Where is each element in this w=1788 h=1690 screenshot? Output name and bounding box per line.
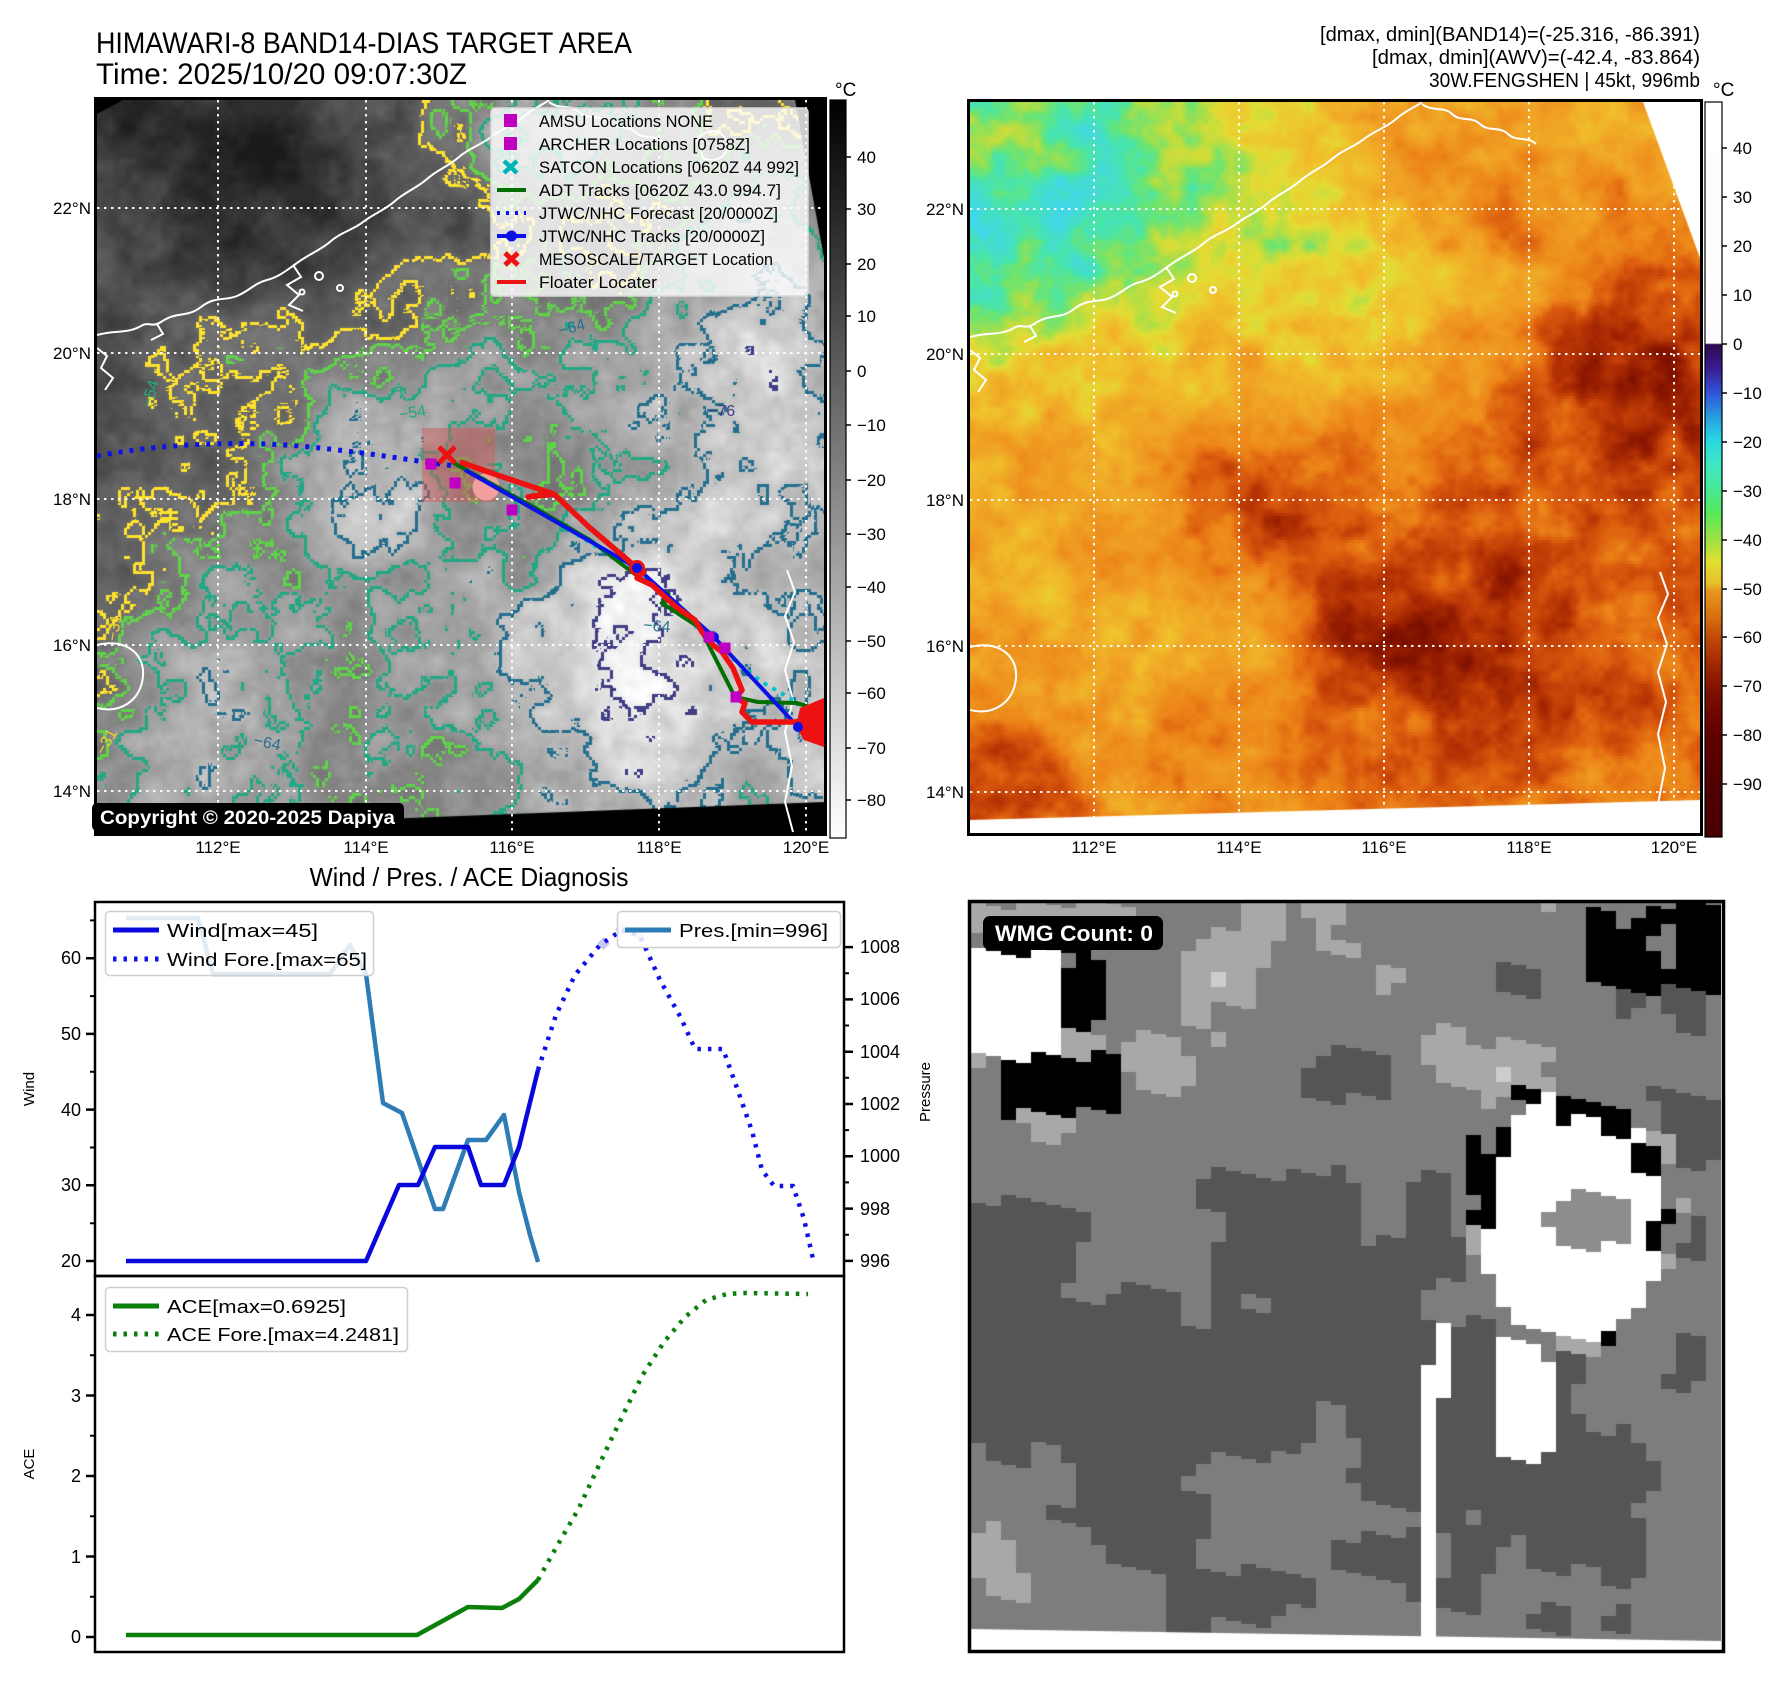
svg-text:Floater Locater: Floater Locater [539, 273, 657, 292]
svg-text:998: 998 [860, 1199, 890, 1219]
svg-text:118°E: 118°E [636, 838, 681, 857]
svg-text:60: 60 [61, 948, 81, 968]
svg-text:112°E: 112°E [1071, 838, 1116, 857]
svg-text:20°N: 20°N [53, 344, 91, 363]
svg-text:30: 30 [61, 1175, 81, 1195]
svg-text:114°E: 114°E [1216, 838, 1261, 857]
svg-text:ACE Fore.[max=4.2481]: ACE Fore.[max=4.2481] [167, 1324, 399, 1345]
svg-text:−31: −31 [104, 613, 125, 643]
svg-text:10: 10 [1733, 286, 1752, 305]
svg-text:2: 2 [71, 1466, 81, 1486]
svg-text:40: 40 [1733, 139, 1752, 158]
svg-text:Wind[max=45]: Wind[max=45] [167, 920, 318, 941]
svg-text:−20: −20 [857, 471, 886, 490]
svg-text:120°E: 120°E [1651, 838, 1698, 857]
svg-text:ARCHER Locations [0758Z]: ARCHER Locations [0758Z] [539, 135, 750, 154]
svg-text:−90: −90 [1733, 775, 1762, 794]
svg-text:Pressure: Pressure [917, 1062, 934, 1122]
svg-text:20: 20 [61, 1251, 81, 1271]
svg-text:1004: 1004 [860, 1042, 900, 1062]
svg-text:HIMAWARI-8 BAND14-DIAS TARGET: HIMAWARI-8 BAND14-DIAS TARGET AREA [96, 27, 632, 60]
svg-text:116°E: 116°E [1361, 838, 1406, 857]
svg-text:AMSU Locations NONE: AMSU Locations NONE [539, 112, 713, 131]
svg-text:−50: −50 [1733, 580, 1762, 599]
svg-text:−64: −64 [252, 732, 282, 754]
svg-text:−64: −64 [643, 617, 672, 636]
svg-text:−50: −50 [857, 632, 886, 651]
svg-text:−80: −80 [857, 791, 886, 810]
svg-text:4: 4 [71, 1305, 81, 1325]
svg-text:0: 0 [71, 1627, 81, 1647]
svg-text:112°E: 112°E [195, 838, 240, 857]
svg-text:Time: 2025/10/20 09:07:30Z: Time: 2025/10/20 09:07:30Z [96, 58, 467, 91]
svg-text:SATCON Locations [0620Z 44 992: SATCON Locations [0620Z 44 992] [539, 158, 799, 177]
svg-text:20: 20 [1733, 237, 1752, 256]
svg-text:Pres.[min=996]: Pres.[min=996] [679, 920, 828, 941]
svg-text:°C: °C [835, 80, 856, 101]
svg-text:114°E: 114°E [343, 838, 388, 857]
svg-text:116°E: 116°E [489, 838, 534, 857]
svg-text:0: 0 [857, 362, 866, 381]
svg-text:118°E: 118°E [1506, 838, 1551, 857]
svg-text:ADT Tracks [0620Z 43.0 994.7]: ADT Tracks [0620Z 43.0 994.7] [539, 181, 781, 200]
svg-text:10: 10 [857, 307, 876, 326]
svg-text:16°N: 16°N [53, 636, 91, 655]
svg-text:20°N: 20°N [926, 345, 964, 364]
svg-text:40: 40 [61, 1100, 81, 1120]
svg-text:−30: −30 [857, 525, 886, 544]
svg-text:30W.FENGSHEN | 45kt, 996mb: 30W.FENGSHEN | 45kt, 996mb [1429, 70, 1700, 92]
svg-text:Wind: Wind [21, 1072, 38, 1106]
svg-text:50: 50 [61, 1024, 81, 1044]
svg-text:996: 996 [860, 1251, 890, 1271]
svg-text:1000: 1000 [860, 1146, 900, 1166]
svg-text:Wind Fore.[max=65]: Wind Fore.[max=65] [167, 949, 367, 970]
svg-text:−64: −64 [557, 316, 588, 339]
svg-text:18°N: 18°N [926, 491, 964, 510]
svg-text:1008: 1008 [860, 937, 900, 957]
svg-text:22°N: 22°N [926, 200, 964, 219]
svg-text:1006: 1006 [860, 989, 900, 1009]
svg-text:20: 20 [857, 255, 876, 274]
svg-text:−80: −80 [1733, 726, 1762, 745]
svg-text:−60: −60 [857, 684, 886, 703]
svg-text:3: 3 [71, 1386, 81, 1406]
svg-text:Wind / Pres. / ACE Diagnosis: Wind / Pres. / ACE Diagnosis [310, 862, 629, 892]
svg-text:120°E: 120°E [783, 838, 830, 857]
svg-text:JTWC/NHC Forecast [20/0000Z]: JTWC/NHC Forecast [20/0000Z] [539, 204, 778, 223]
svg-text:ACE[max=0.6925]: ACE[max=0.6925] [167, 1296, 346, 1317]
svg-text:−30: −30 [1733, 482, 1762, 501]
svg-text:−10: −10 [857, 416, 886, 435]
svg-text:−54: −54 [139, 378, 162, 409]
svg-text:[dmax, dmin](AWV)=(-42.4, -83.: [dmax, dmin](AWV)=(-42.4, -83.864) [1372, 47, 1700, 69]
svg-text:Copyright © 2020-2025 Dapiya: Copyright © 2020-2025 Dapiya [100, 807, 395, 829]
svg-text:18°N: 18°N [53, 490, 91, 509]
svg-text:−10: −10 [1733, 384, 1762, 403]
svg-text:−60: −60 [1733, 628, 1762, 647]
svg-text:JTWC/NHC Tracks [20/0000Z]: JTWC/NHC Tracks [20/0000Z] [539, 227, 765, 246]
svg-text:−70: −70 [1733, 677, 1762, 696]
svg-text:°C: °C [1713, 80, 1734, 101]
svg-text:−54: −54 [398, 402, 428, 423]
svg-text:−40: −40 [1733, 531, 1762, 550]
svg-text:−20: −20 [1733, 433, 1762, 452]
svg-text:−76: −76 [708, 403, 735, 420]
svg-text:WMG Count: 0: WMG Count: 0 [995, 921, 1153, 946]
svg-text:14°N: 14°N [926, 783, 964, 802]
svg-text:0: 0 [1733, 335, 1742, 354]
svg-text:1002: 1002 [860, 1094, 900, 1114]
svg-text:14°N: 14°N [53, 782, 91, 801]
svg-text:−40: −40 [857, 578, 886, 597]
svg-text:MESOSCALE/TARGET Location: MESOSCALE/TARGET Location [539, 250, 773, 269]
svg-text:40: 40 [857, 148, 876, 167]
svg-text:1: 1 [71, 1547, 81, 1567]
svg-text:ACE: ACE [21, 1449, 38, 1480]
svg-text:−70: −70 [857, 739, 886, 758]
svg-text:16°N: 16°N [926, 637, 964, 656]
svg-text:[dmax, dmin](BAND14)=(-25.316,: [dmax, dmin](BAND14)=(-25.316, -86.391) [1320, 24, 1700, 46]
svg-text:30: 30 [857, 200, 876, 219]
svg-text:22°N: 22°N [53, 199, 91, 218]
svg-text:30: 30 [1733, 188, 1752, 207]
